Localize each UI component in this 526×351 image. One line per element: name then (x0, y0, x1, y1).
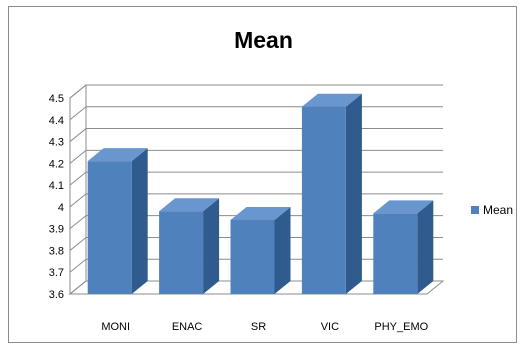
legend: Mean (471, 203, 513, 217)
bar (159, 211, 204, 294)
y-tick-label: 4.5 (49, 93, 64, 105)
y-tick-label: 3.9 (49, 224, 64, 236)
y-tick-label: 4.2 (49, 158, 64, 170)
y-tick-label: 4.4 (49, 115, 64, 127)
bar-chart: 3.6 3.7 3.8 3.9 4 4.1 4.2 4.3 4.4 4.5 MONI ENAC SR VI… (49, 83, 445, 333)
bar-top (87, 148, 148, 162)
bar-side (274, 206, 291, 294)
y-tick-label: 3.8 (49, 245, 64, 257)
bar (373, 213, 418, 294)
x-tick-label: ENAC (172, 321, 203, 333)
x-tick-label: PHY_EMO (374, 321, 428, 333)
chart-title: Mean (234, 27, 293, 53)
bar-top (230, 206, 291, 220)
legend-swatch (471, 206, 479, 214)
bar-side (417, 200, 434, 294)
y-tick-label: 3.7 (49, 267, 64, 279)
chart-area: Mean 3.6 3.7 3.8 3.9 4 4.1 4.2 4.3 4.4 4.5 MONI ENA… (8, 6, 517, 343)
gridline (69, 84, 443, 99)
x-tick-label: VIC (321, 321, 339, 333)
bar-top (301, 93, 362, 107)
bar-top (373, 200, 434, 214)
x-tick-label: SR (251, 321, 266, 333)
side-wall (69, 83, 87, 296)
y-tick-label: 4.1 (49, 180, 64, 192)
y-tick-label: 4 (58, 202, 64, 214)
bar (230, 219, 275, 294)
bar (87, 161, 132, 294)
legend-label: Mean (483, 203, 514, 217)
bar-top (159, 198, 220, 212)
gridline (69, 106, 443, 121)
gridline (69, 128, 443, 142)
bar (301, 106, 346, 294)
x-tick-label: MONI (101, 321, 130, 333)
bar-side (203, 198, 220, 294)
bar-side (131, 148, 148, 294)
y-tick-label: 3.6 (49, 289, 64, 301)
bar-side (345, 93, 362, 294)
y-tick-label: 4.3 (49, 137, 64, 149)
